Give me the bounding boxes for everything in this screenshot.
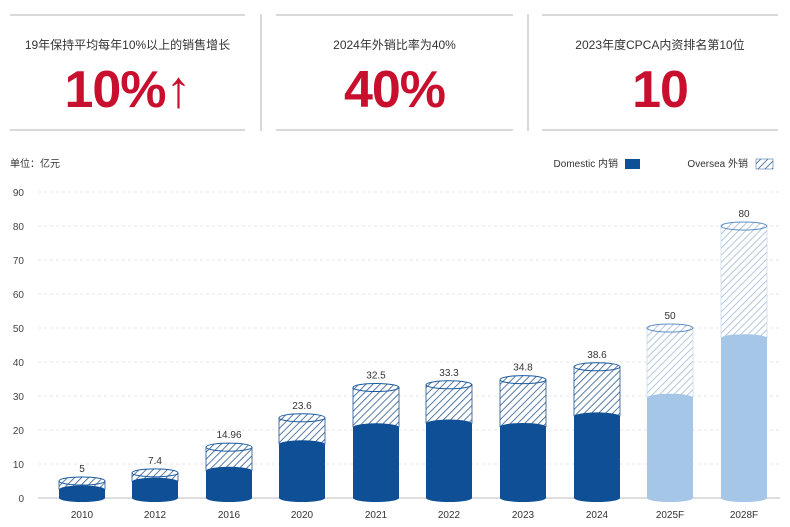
stat-caption: 2024年外销比率为40% bbox=[333, 38, 456, 52]
stat-caption: 19年保持平均每年10%以上的销售增长 bbox=[24, 38, 231, 52]
stat-caption: 2023年度CPCA内资排名第10位 bbox=[575, 38, 745, 52]
stat-card-export-ratio: 2024年外销比率为40% 40% bbox=[276, 14, 513, 131]
total-label-2022: 33.3 bbox=[439, 368, 459, 379]
bar-oversea-2021 bbox=[353, 387, 399, 428]
bar-domestic-2020 bbox=[279, 444, 325, 498]
bar-top-2016 bbox=[205, 442, 253, 452]
y-tick-label: 0 bbox=[18, 494, 24, 505]
bar-top-2020 bbox=[278, 413, 326, 423]
y-tick-label: 40 bbox=[13, 358, 25, 369]
bar-top-2024 bbox=[573, 362, 621, 372]
bar-oversea-2016 bbox=[206, 447, 252, 471]
bar-domestic-2021 bbox=[353, 427, 399, 498]
x-tick-label: 2021 bbox=[365, 510, 388, 521]
bar-top-2012 bbox=[131, 468, 179, 478]
legend-oversea-label: Oversea 外销 bbox=[687, 157, 748, 170]
bar-domestic-top-2028F bbox=[721, 334, 767, 343]
bar-oversea-2022 bbox=[426, 384, 472, 424]
x-tick-label: 2016 bbox=[218, 510, 241, 521]
stat-value: 40% bbox=[343, 61, 446, 119]
y-tick-label: 10 bbox=[13, 460, 25, 471]
y-tick-label: 70 bbox=[13, 256, 25, 267]
bar-oversea-2025F bbox=[647, 328, 693, 398]
bar-top-2023 bbox=[499, 375, 547, 385]
bar-domestic-top-2021 bbox=[353, 423, 399, 432]
y-tick-label: 50 bbox=[13, 324, 25, 335]
bar-oversea-2024 bbox=[574, 366, 620, 417]
x-tick-label: 2012 bbox=[144, 510, 167, 521]
total-label-2016: 14.96 bbox=[216, 430, 241, 441]
bar-oversea-2028F bbox=[721, 226, 767, 339]
total-label-2025F: 50 bbox=[664, 311, 676, 322]
bar-domestic-top-2012 bbox=[132, 477, 178, 486]
legend-domestic-swatch bbox=[625, 159, 640, 169]
bar-domestic-2024 bbox=[574, 416, 620, 498]
total-label-2020: 23.6 bbox=[292, 401, 312, 412]
bar-domestic-top-2024 bbox=[574, 412, 620, 421]
bar-top-2021 bbox=[352, 383, 400, 392]
divider bbox=[527, 14, 529, 131]
total-label-2012: 7.4 bbox=[148, 456, 162, 467]
bar-top-2025F bbox=[646, 323, 694, 333]
bar-base-2012 bbox=[132, 494, 178, 502]
bar-domestic-2025F bbox=[647, 397, 693, 498]
total-label-2023: 34.8 bbox=[513, 363, 533, 374]
bar-domestic-top-2025F bbox=[647, 393, 693, 402]
bar-top-2010 bbox=[58, 476, 106, 486]
bar-domestic-2023 bbox=[500, 426, 546, 498]
total-label-2021: 32.5 bbox=[366, 371, 386, 382]
y-tick-label: 60 bbox=[13, 290, 25, 301]
bar-base-2021 bbox=[353, 494, 399, 502]
y-tick-label: 80 bbox=[13, 222, 25, 233]
x-tick-label: 2022 bbox=[438, 510, 461, 521]
x-tick-label: 2023 bbox=[512, 510, 535, 521]
bar-domestic-2022 bbox=[426, 423, 472, 498]
bar-oversea-2023 bbox=[500, 379, 546, 427]
total-label-2024: 38.6 bbox=[587, 350, 607, 361]
total-label-2010: 5 bbox=[79, 464, 85, 475]
bar-base-2016 bbox=[206, 494, 252, 502]
x-tick-label: 2020 bbox=[291, 510, 314, 521]
legend-oversea-swatch bbox=[755, 158, 774, 170]
y-tick-label: 90 bbox=[13, 188, 25, 199]
x-tick-label: 2025F bbox=[656, 510, 684, 521]
bar-domestic-2012 bbox=[132, 481, 178, 498]
bar-base-2022 bbox=[426, 494, 472, 502]
bar-domestic-top-2022 bbox=[426, 419, 472, 428]
stat-card-cpca-rank: 2023年度CPCA内资排名第10位 10 bbox=[542, 14, 778, 131]
bar-base-2028F bbox=[721, 494, 767, 502]
bar-top-2022 bbox=[425, 380, 473, 390]
bar-top-2028F bbox=[720, 221, 768, 231]
stat-value: 10%↑ bbox=[64, 61, 191, 119]
total-label-2028F: 80 bbox=[738, 209, 750, 220]
x-tick-label: 2024 bbox=[586, 510, 609, 521]
bar-base-2024 bbox=[574, 494, 620, 502]
stat-card-growth: 19年保持平均每年10%以上的销售增长 10%↑ bbox=[10, 14, 245, 131]
bar-domestic-top-2020 bbox=[279, 440, 325, 449]
bar-domestic-top-2010 bbox=[59, 485, 105, 494]
bar-base-2025F bbox=[647, 494, 693, 502]
unit-label: 单位：亿元 bbox=[10, 157, 60, 170]
bar-domestic-top-2016 bbox=[206, 466, 252, 475]
legend-domestic-label: Domestic 内销 bbox=[554, 157, 618, 170]
bar-domestic-2010 bbox=[59, 489, 105, 498]
bar-base-2023 bbox=[500, 494, 546, 502]
x-tick-label: 2010 bbox=[71, 510, 94, 521]
stat-value: 10 bbox=[632, 61, 689, 119]
y-tick-label: 30 bbox=[13, 392, 25, 403]
bar-base-2020 bbox=[279, 494, 325, 502]
bar-domestic-2028F bbox=[721, 338, 767, 498]
divider bbox=[260, 14, 262, 131]
y-tick-label: 20 bbox=[13, 426, 25, 437]
bar-domestic-2016 bbox=[206, 470, 252, 498]
bar-base-2010 bbox=[59, 494, 105, 502]
x-tick-label: 2028F bbox=[730, 510, 758, 521]
bar-domestic-top-2023 bbox=[500, 422, 546, 431]
